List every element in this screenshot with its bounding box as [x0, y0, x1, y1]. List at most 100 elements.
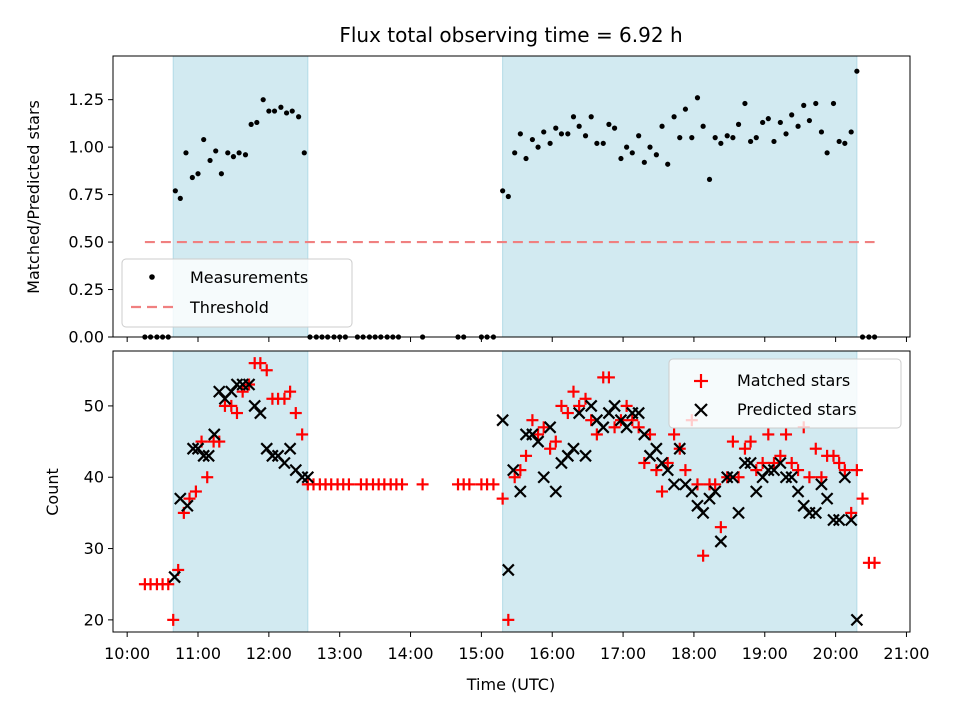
measurement-point	[266, 108, 272, 114]
predicted-star-point	[844, 513, 858, 527]
legend-measurements-marker	[149, 274, 155, 280]
x-tick-label: 19:00	[742, 644, 788, 663]
x-tick-label: 20:00	[813, 644, 859, 663]
x-tick-label: 21:00	[883, 644, 929, 663]
matched-star-point	[254, 357, 267, 370]
predicted-star-point	[720, 470, 734, 484]
matched-star-point	[508, 471, 521, 484]
predicted-star-point	[809, 506, 823, 520]
measurement-point	[225, 150, 231, 156]
measurement-point	[618, 155, 624, 162]
bottom-y-axis: 20 30 40 50	[84, 396, 113, 629]
measurement-point	[600, 140, 606, 146]
measurement-point	[172, 188, 178, 194]
predicted-star-point	[838, 470, 852, 484]
matched-star-point	[201, 471, 214, 484]
measurement-point	[254, 119, 260, 126]
y-tick-label: 50	[84, 396, 104, 415]
x-tick-label: 16:00	[529, 644, 575, 663]
predicted-star-point	[620, 421, 633, 434]
measurement-point	[529, 136, 535, 143]
measurement-point	[671, 114, 677, 120]
matched-star-point	[750, 464, 763, 477]
top-legend-box	[121, 258, 353, 328]
measurement-point	[242, 152, 249, 158]
predicted-star-point	[579, 449, 592, 463]
matched-star-point	[774, 449, 787, 462]
matched-star-point	[809, 442, 822, 455]
measurement-point	[500, 188, 506, 194]
predicted-star-point	[197, 449, 210, 463]
matched-star-point	[225, 399, 238, 412]
matched-star-point	[502, 613, 515, 626]
measurement-point	[765, 116, 771, 122]
matched-star-point	[189, 485, 202, 498]
x-tick-label: 17:00	[600, 644, 646, 663]
predicted-star-point	[514, 485, 527, 498]
measurement-point	[213, 148, 219, 154]
measurement-point	[611, 125, 618, 131]
y-tick-label: 40	[84, 468, 104, 487]
measurement-point	[706, 176, 713, 183]
predicted-star-point	[572, 406, 586, 420]
matched-star-point	[726, 435, 739, 448]
predicted-star-point	[608, 399, 621, 413]
measurement-point	[806, 117, 813, 124]
matched-star-point	[514, 464, 527, 477]
measurement-point	[553, 125, 559, 131]
matched-star-point	[762, 428, 775, 441]
predicted-star-point	[596, 421, 610, 434]
measurement-point	[694, 95, 701, 101]
matched-star-point	[738, 442, 751, 455]
x-tick-label: 18:00	[671, 644, 717, 663]
measurement-point	[848, 129, 854, 135]
matched-star-point	[732, 471, 745, 484]
x-tick-label: 15:00	[458, 644, 504, 663]
predicted-star-point	[283, 442, 297, 455]
predicted-star-point	[506, 463, 520, 477]
matched-star-point	[573, 399, 586, 412]
predicted-star-point	[584, 399, 598, 413]
matched-star-point	[608, 421, 621, 434]
matched-star-point	[162, 578, 175, 591]
chart-title: Flux total observing time = 6.92 h	[339, 23, 682, 47]
measurement-point	[753, 135, 759, 141]
matched-star-point	[236, 385, 249, 398]
matched-star-point	[803, 471, 816, 484]
y-tick-label: 1.00	[68, 138, 104, 157]
predicted-star-point	[242, 378, 256, 391]
y-tick-label: 20	[84, 610, 104, 629]
matched-star-point	[792, 464, 805, 477]
top-observing-windows	[172, 55, 858, 338]
legend-predicted-marker	[694, 403, 708, 417]
legend-threshold-label: Threshold	[189, 298, 269, 317]
predicted-star-point	[774, 456, 787, 470]
matched-star-point	[833, 456, 846, 469]
matched-star-point	[856, 492, 869, 505]
matched-star-point	[561, 407, 574, 420]
predicted-star-point	[502, 563, 515, 577]
legend-matched-label: Matched stars	[737, 371, 850, 390]
matched-star-point	[815, 471, 828, 484]
predicted-star-point	[785, 470, 798, 484]
matched-star-point	[526, 414, 539, 427]
matched-star-point	[850, 464, 863, 477]
measurement-point	[248, 121, 254, 127]
matched-star-point	[827, 449, 840, 462]
predicted-star-point	[738, 456, 752, 470]
y-tick-label: 0.75	[68, 185, 104, 204]
measurement-point	[565, 131, 571, 137]
predicted-star-point	[278, 456, 291, 470]
predicted-star-point	[815, 478, 828, 491]
measurement-point	[801, 102, 807, 108]
measurement-point	[207, 157, 213, 164]
measurement-point	[218, 171, 224, 177]
matched-star-point	[602, 371, 615, 384]
matched-star-point	[644, 428, 657, 441]
predicted-star-point	[496, 413, 509, 427]
predicted-star-point	[827, 513, 840, 527]
matched-star-point	[549, 435, 562, 448]
measurement-point	[505, 193, 511, 200]
predicted-star-point	[543, 421, 557, 434]
